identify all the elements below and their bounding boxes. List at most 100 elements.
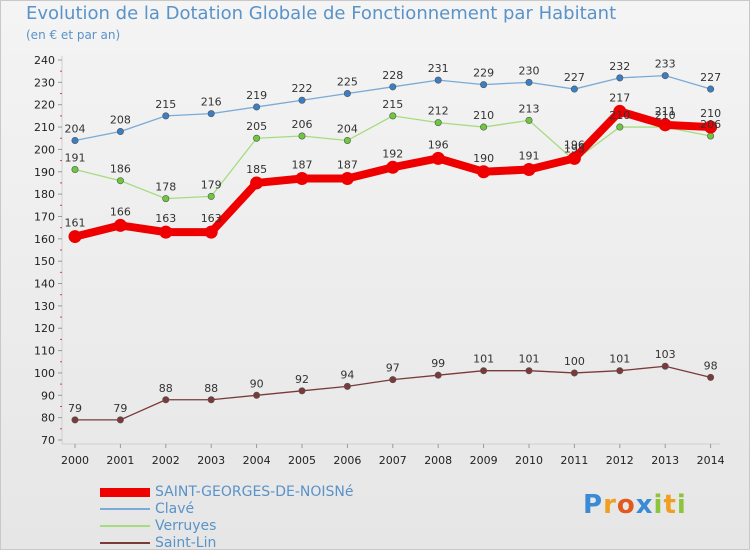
data-point [477, 165, 491, 179]
legend-label: Saint-Lin [155, 535, 217, 551]
data-point [661, 72, 669, 80]
data-point [707, 85, 715, 93]
data-point [298, 132, 306, 140]
data-label: 187 [292, 158, 313, 171]
data-label: 99 [431, 357, 445, 370]
data-point [480, 81, 488, 89]
data-point [71, 166, 79, 174]
series-saint-lin [71, 362, 715, 424]
data-point [68, 230, 82, 244]
data-point [295, 171, 309, 185]
data-label: 191 [519, 150, 540, 163]
data-label: 101 [609, 353, 630, 366]
y-tick-label: 110 [34, 345, 55, 358]
line-chart: 7080901001101201301401501601701801902002… [34, 54, 725, 467]
y-tick-label: 140 [34, 278, 55, 291]
x-tick-label: 2005 [288, 454, 316, 467]
data-point [253, 134, 261, 142]
legend-label: Verruyes [155, 518, 217, 534]
data-point [616, 367, 624, 375]
data-point [434, 371, 442, 379]
data-point [71, 416, 79, 424]
data-point [480, 367, 488, 375]
data-label: 90 [250, 377, 264, 390]
data-label: 225 [337, 76, 358, 89]
series-saint-georges-de-noisn [68, 104, 718, 244]
y-tick-label: 150 [34, 255, 55, 268]
y-tick-label: 190 [34, 166, 55, 179]
data-point [159, 225, 173, 239]
x-tick-label: 2008 [424, 454, 452, 467]
x-tick-label: 2011 [560, 454, 588, 467]
data-point [343, 90, 351, 98]
data-label: 216 [201, 96, 222, 109]
proxiti-logo: Proxiti [583, 490, 687, 520]
data-label: 206 [292, 118, 313, 131]
data-point [250, 176, 264, 190]
data-label: 232 [609, 60, 630, 73]
data-label: 98 [704, 359, 718, 372]
data-point [704, 120, 718, 134]
data-point [613, 104, 627, 118]
data-point [116, 416, 124, 424]
data-point [658, 118, 672, 132]
data-point [389, 83, 397, 91]
data-point [207, 396, 215, 404]
data-point [71, 136, 79, 144]
data-point [253, 103, 261, 111]
data-point [253, 391, 261, 399]
y-tick-label: 130 [34, 300, 55, 313]
data-label: 222 [292, 82, 313, 95]
x-tick-label: 2010 [515, 454, 543, 467]
data-label: 97 [386, 362, 400, 375]
legend-swatch [100, 487, 150, 497]
data-label: 101 [519, 353, 540, 366]
y-tick-label: 120 [34, 322, 55, 335]
data-label: 215 [155, 98, 176, 111]
data-point [525, 116, 533, 124]
y-tick-label: 70 [41, 434, 55, 447]
legend-swatch [100, 525, 150, 527]
x-tick-label: 2006 [333, 454, 361, 467]
x-tick-label: 2002 [152, 454, 180, 467]
x-tick-label: 2000 [61, 454, 89, 467]
y-tick-label: 90 [41, 389, 55, 402]
data-label: 186 [110, 163, 131, 176]
data-point [525, 367, 533, 375]
data-point [207, 110, 215, 118]
data-label: 205 [246, 120, 267, 133]
data-point [570, 369, 578, 377]
legend-item-clav: Clavé [100, 501, 400, 518]
x-tick-label: 2014 [697, 454, 725, 467]
data-label: 92 [295, 373, 309, 386]
data-point [661, 362, 669, 370]
data-label: 204 [65, 122, 86, 135]
series-clav [71, 72, 715, 144]
legend-swatch [100, 542, 150, 544]
legend-label: SAINT-GEORGES-DE-NOISNé [155, 484, 354, 500]
data-point [343, 382, 351, 390]
data-label: 192 [382, 147, 403, 160]
y-tick-label: 200 [34, 143, 55, 156]
data-label: 163 [155, 212, 176, 225]
data-label: 212 [428, 105, 449, 118]
data-label: 210 [655, 109, 676, 122]
data-label: 227 [564, 71, 585, 84]
data-label: 219 [246, 89, 267, 102]
y-tick-label: 210 [34, 121, 55, 134]
data-label: 195 [564, 143, 585, 156]
data-label: 196 [564, 138, 585, 151]
legend-label: Clavé [155, 501, 195, 517]
data-point [162, 396, 170, 404]
data-label: 100 [564, 355, 585, 368]
x-tick-label: 2009 [470, 454, 498, 467]
legend-item-saint-georges-de-noisn: SAINT-GEORGES-DE-NOISNé [100, 484, 400, 501]
data-label: 210 [700, 107, 721, 120]
data-label: 79 [68, 402, 82, 415]
data-point [567, 151, 581, 165]
data-label: 103 [655, 348, 676, 361]
data-point [343, 136, 351, 144]
data-point [116, 177, 124, 185]
x-tick-label: 2013 [651, 454, 679, 467]
